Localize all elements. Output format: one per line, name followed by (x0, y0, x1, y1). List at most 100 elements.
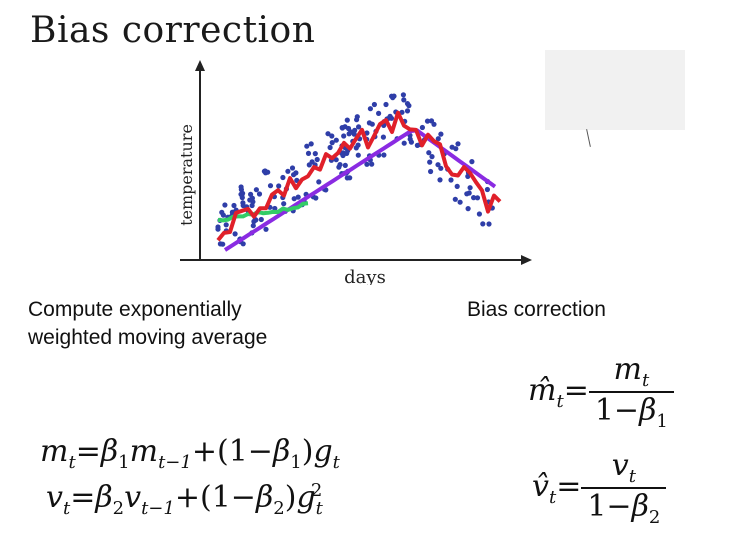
data-point (469, 159, 475, 165)
data-point (474, 195, 481, 201)
data-point (376, 110, 382, 116)
data-point (339, 125, 345, 131)
data-point (455, 141, 461, 147)
data-point (304, 143, 310, 149)
y-axis-arrow (195, 60, 205, 71)
data-point (329, 133, 335, 139)
data-point (366, 120, 372, 126)
v-hat-equation: v̂t= vt 1−β2 (532, 448, 667, 528)
data-point (426, 150, 432, 156)
data-point (220, 241, 226, 247)
data-point (314, 156, 320, 163)
data-point (466, 190, 472, 196)
data-point (355, 142, 361, 148)
scatter-points (215, 92, 495, 247)
red-line (216, 110, 502, 242)
blank-panel (545, 50, 685, 130)
data-point (336, 164, 342, 170)
data-point (449, 144, 455, 150)
data-point (465, 206, 471, 212)
data-point (388, 115, 395, 121)
bias-correction-caption: Bias correction (467, 298, 606, 321)
data-point (276, 183, 282, 189)
data-point (351, 131, 357, 137)
data-point (229, 209, 235, 215)
data-point (342, 162, 348, 168)
data-point (401, 140, 407, 146)
data-point (293, 170, 299, 176)
y-axis-label: temperature (177, 124, 196, 226)
data-point (308, 141, 314, 147)
data-point (232, 231, 238, 237)
data-point (355, 152, 361, 158)
data-point (404, 108, 411, 114)
data-point (344, 117, 350, 123)
data-point (316, 179, 322, 185)
pointer-line (586, 129, 591, 147)
data-point (256, 191, 263, 197)
data-point (222, 202, 228, 208)
data-point (291, 196, 297, 202)
data-point (325, 131, 331, 137)
data-point (435, 162, 441, 168)
data-point (406, 103, 412, 109)
data-point (354, 117, 360, 123)
data-point (238, 191, 244, 197)
data-point (452, 196, 458, 202)
data-point (333, 137, 339, 143)
data-point (364, 161, 370, 167)
data-point (285, 168, 291, 174)
data-point (424, 118, 431, 124)
ewma-caption: Compute exponentially weighted moving av… (28, 298, 268, 349)
data-point (389, 93, 395, 99)
data-point (305, 150, 312, 156)
data-point (399, 109, 405, 115)
data-point (340, 152, 346, 159)
data-point (438, 165, 444, 171)
data-point (219, 209, 225, 215)
data-point (333, 157, 339, 163)
data-point (427, 159, 433, 165)
ewma-plot: days temperature (177, 60, 532, 285)
data-point (352, 127, 358, 133)
data-point (367, 106, 373, 112)
data-point (407, 136, 413, 142)
data-point (435, 136, 441, 142)
data-point (215, 224, 221, 230)
data-point (486, 221, 492, 227)
data-point (341, 133, 347, 139)
slide-title: Bias correction (30, 10, 316, 51)
data-point (312, 151, 318, 157)
data-point (267, 183, 274, 189)
data-point (327, 144, 333, 151)
data-point (231, 202, 237, 209)
data-point (272, 205, 278, 212)
data-point (247, 197, 253, 203)
data-point (438, 131, 444, 137)
data-point (437, 177, 443, 183)
data-point (369, 161, 375, 167)
data-point (467, 185, 473, 191)
data-point (371, 101, 377, 108)
data-point (476, 211, 482, 217)
data-point (240, 241, 246, 247)
data-point (289, 165, 296, 171)
data-point (484, 186, 490, 193)
data-point (253, 187, 259, 193)
data-point (309, 159, 315, 165)
v-update-equation: vt=β2vt−1+(1−β2)gt2 (46, 480, 323, 519)
x-axis-arrow (521, 255, 532, 265)
data-point (263, 226, 269, 232)
data-point (400, 92, 406, 98)
data-point (258, 216, 264, 223)
x-axis-label: days (344, 267, 386, 285)
data-point (457, 199, 463, 205)
data-point (380, 134, 386, 140)
data-point (419, 124, 425, 131)
data-point (401, 97, 407, 103)
data-point (383, 101, 389, 108)
data-point (356, 124, 362, 130)
data-point (295, 194, 301, 200)
data-point (471, 195, 477, 201)
data-point (429, 154, 435, 160)
